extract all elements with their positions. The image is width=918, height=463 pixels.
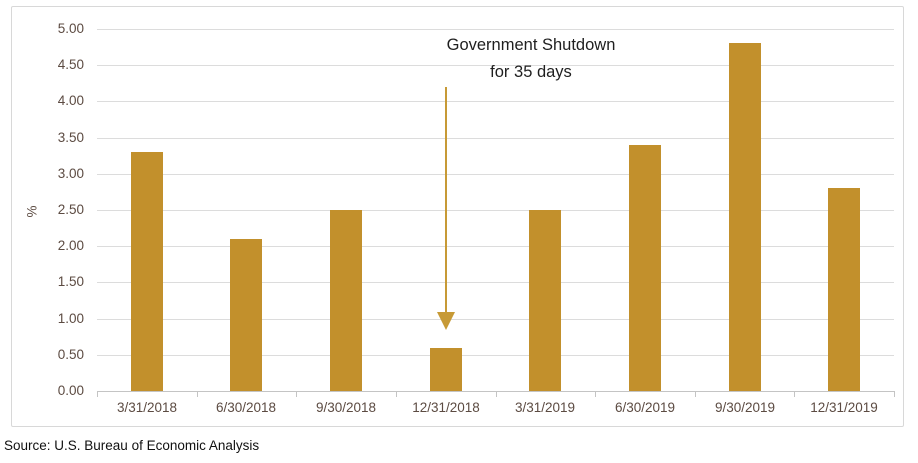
x-tick-label: 6/30/2018	[215, 400, 277, 415]
axis-tick	[695, 391, 696, 397]
axis-tick	[794, 391, 795, 397]
gridline	[97, 210, 894, 211]
y-tick-label: 1.50	[57, 274, 84, 289]
chart-frame: % 5.00 4.50 4.00 3.50 3.00 2.50 2.00 1.50 1.00 0.…	[11, 6, 904, 427]
axis-tick	[396, 391, 397, 397]
bar	[131, 152, 163, 391]
plot-area	[97, 29, 894, 392]
arrow-head-icon	[437, 312, 455, 330]
x-axis-line	[97, 391, 894, 392]
y-tick-label: 4.50	[57, 57, 84, 72]
x-tick-label: 9/30/2019	[714, 400, 776, 415]
bar	[330, 210, 362, 391]
annotation-line-1: Government Shutdown	[446, 36, 616, 54]
x-tick-label: 6/30/2019	[614, 400, 676, 415]
y-tick-label: 1.00	[57, 311, 84, 326]
y-tick-label: 3.50	[57, 130, 84, 145]
y-tick-label: 5.00	[57, 21, 84, 36]
y-tick-label: 2.50	[57, 202, 84, 217]
gridline	[97, 246, 894, 247]
y-tick-label: 3.00	[57, 166, 84, 181]
x-tick-label: 12/31/2018	[412, 400, 480, 415]
bar	[529, 210, 561, 391]
gridline	[97, 101, 894, 102]
bar	[729, 43, 761, 391]
arrow-shaft	[445, 87, 447, 314]
bar	[629, 145, 661, 391]
gridline	[97, 319, 894, 320]
source-note: Source: U.S. Bureau of Economic Analysis	[4, 438, 260, 453]
axis-tick	[296, 391, 297, 397]
x-tick-label: 3/31/2019	[514, 400, 576, 415]
y-tick-label: 4.00	[57, 93, 84, 108]
bar	[828, 188, 860, 391]
axis-tick	[197, 391, 198, 397]
gridline	[97, 138, 894, 139]
axis-tick	[595, 391, 596, 397]
gridline	[97, 65, 894, 66]
axis-tick	[97, 391, 98, 397]
y-tick-label: 0.00	[57, 383, 84, 398]
x-tick-label: 12/31/2019	[810, 400, 878, 415]
x-tick-label: 3/31/2018	[116, 400, 178, 415]
gridline	[97, 282, 894, 283]
shutdown-annotation: Government Shutdown for 35 days	[381, 32, 681, 86]
axis-tick	[894, 391, 895, 397]
gridline	[97, 355, 894, 356]
bar	[230, 239, 262, 391]
bar	[430, 348, 462, 391]
x-tick-label: 9/30/2018	[315, 400, 377, 415]
y-tick-label: 0.50	[57, 347, 84, 362]
gridline	[97, 29, 894, 30]
axis-tick	[496, 391, 497, 397]
y-tick-label: 2.00	[57, 238, 84, 253]
annotation-line-2: for 35 days	[490, 63, 572, 81]
gridline	[97, 174, 894, 175]
